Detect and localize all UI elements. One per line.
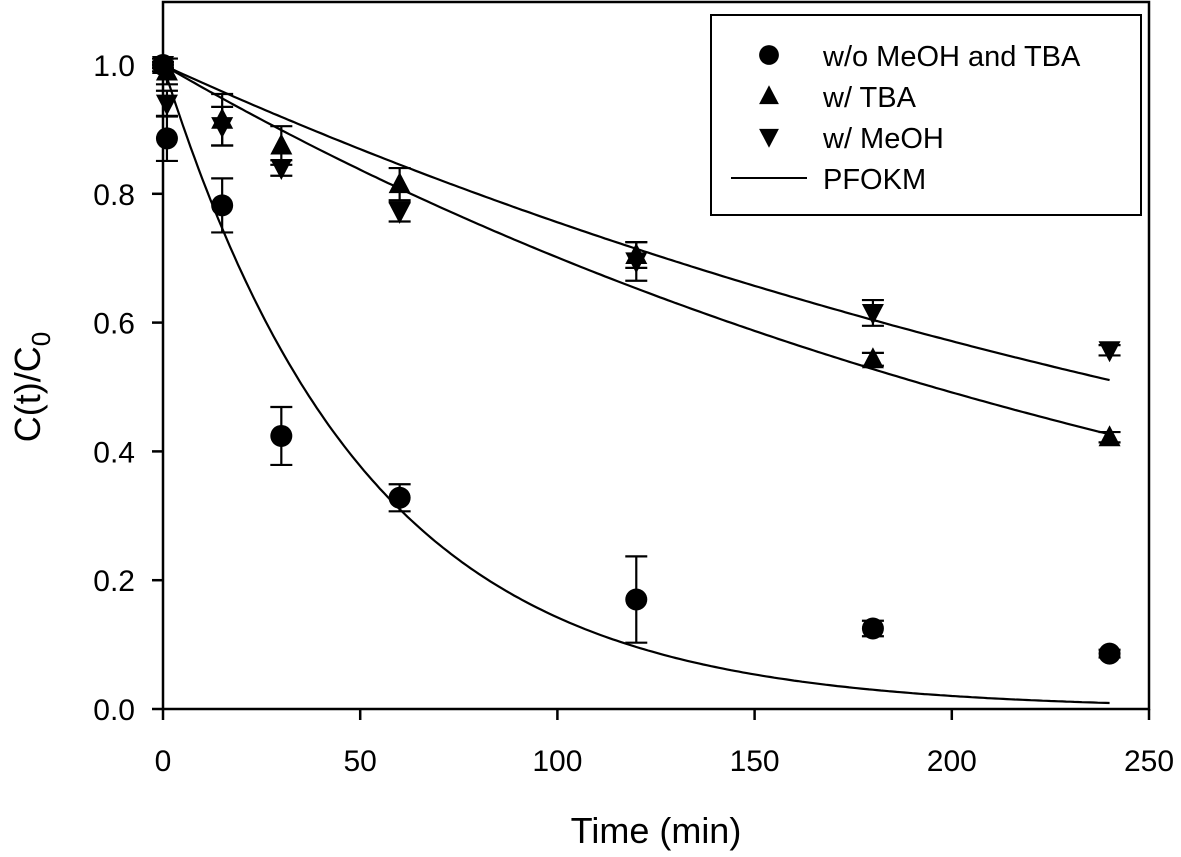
marker-circle: [759, 45, 779, 65]
fit-curve: [161, 64, 1110, 705]
marker-triangle-up: [861, 347, 884, 369]
x-tick-label: 150: [730, 745, 780, 778]
x-tick-label: 0: [155, 745, 172, 778]
series-triangle-down: [152, 56, 1121, 363]
marker-triangle-down: [1098, 341, 1121, 363]
marker-circle: [211, 194, 234, 217]
y-tick-label: 0.6: [93, 308, 135, 341]
data-points: [152, 53, 1121, 665]
x-tick-label: 250: [1124, 745, 1174, 778]
plot-frame: [161, 0, 1151, 711]
marker-circle: [155, 127, 178, 150]
legend-box: [710, 14, 1142, 216]
y-axis-label: C(t)/C0: [7, 332, 56, 442]
marker-triangle-up: [270, 133, 293, 155]
marker-triangle-down: [625, 252, 648, 274]
marker-triangle-up: [759, 85, 779, 105]
marker-circle: [625, 588, 648, 611]
marker-triangle-down: [388, 202, 411, 224]
marker-circle: [1098, 642, 1121, 665]
legend-label: w/ TBA: [822, 82, 917, 114]
fit-curve: [162, 64, 1110, 436]
y-tick-label: 0.0: [93, 694, 135, 727]
marker-triangle-up: [1098, 425, 1121, 447]
marker-triangle-down: [270, 159, 293, 181]
legend-label: w/ MeOH: [822, 123, 944, 155]
legend-item: w/ MeOH: [759, 123, 944, 155]
y-tick-label: 1.0: [93, 50, 135, 83]
legend-item: w/ TBA: [759, 82, 917, 114]
y-tick-label: 0.2: [93, 565, 135, 598]
svg-text:C(t)/C0: C(t)/C0: [7, 332, 56, 442]
x-tick-label: 200: [927, 745, 977, 778]
x-axis-ticks: 0 50 100 150 200 250: [155, 709, 1174, 778]
x-axis-label: Time (min): [571, 810, 742, 851]
marker-circle: [861, 617, 884, 640]
marker-triangle-up: [155, 59, 178, 81]
y-axis-label-main: C(t)/C: [7, 346, 48, 442]
legend-label: w/o MeOH and TBA: [822, 41, 1081, 73]
marker-triangle-up: [388, 172, 411, 194]
legend-item: PFOKM: [731, 164, 926, 196]
legend-item: w/o MeOH and TBA: [759, 41, 1081, 73]
marker-circle: [388, 486, 411, 509]
legend: w/o MeOH and TBA w/ TBA w/ MeOH PFOKM: [710, 14, 1142, 216]
marker-triangle-down: [211, 117, 234, 139]
legend-label: PFOKM: [823, 164, 926, 196]
marker-circle: [270, 424, 293, 447]
y-tick-label: 0.8: [93, 179, 135, 212]
marker-triangle-down: [759, 128, 779, 148]
y-axis-ticks: 0.0 0.2 0.4 0.6 0.8 1.0: [93, 50, 163, 727]
y-tick-label: 0.4: [93, 436, 135, 469]
marker-triangle-down: [152, 56, 174, 77]
x-tick-label: 50: [344, 745, 377, 778]
y-axis-label-subscript: 0: [26, 332, 56, 346]
marker-triangle-down: [155, 94, 178, 116]
plot-area-border: [161, 0, 1151, 711]
marker-triangle-down: [861, 303, 884, 325]
x-tick-label: 100: [532, 745, 582, 778]
